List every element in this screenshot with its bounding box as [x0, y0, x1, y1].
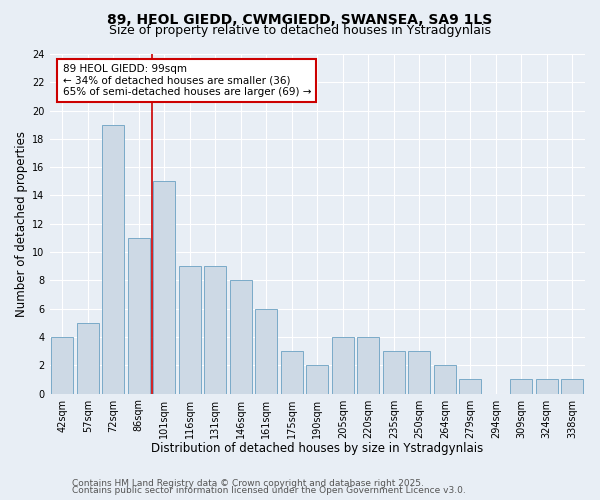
- Bar: [332, 337, 353, 394]
- X-axis label: Distribution of detached houses by size in Ystradgynlais: Distribution of detached houses by size …: [151, 442, 484, 455]
- Bar: [154, 182, 175, 394]
- Bar: [281, 351, 302, 394]
- Bar: [562, 380, 583, 394]
- Text: Contains public sector information licensed under the Open Government Licence v3: Contains public sector information licen…: [72, 486, 466, 495]
- Bar: [434, 366, 455, 394]
- Bar: [128, 238, 149, 394]
- Text: 89 HEOL GIEDD: 99sqm
← 34% of detached houses are smaller (36)
65% of semi-detac: 89 HEOL GIEDD: 99sqm ← 34% of detached h…: [62, 64, 311, 97]
- Bar: [307, 366, 328, 394]
- Bar: [536, 380, 557, 394]
- Y-axis label: Number of detached properties: Number of detached properties: [15, 131, 28, 317]
- Bar: [358, 337, 379, 394]
- Bar: [256, 308, 277, 394]
- Text: 89, HEOL GIEDD, CWMGIEDD, SWANSEA, SA9 1LS: 89, HEOL GIEDD, CWMGIEDD, SWANSEA, SA9 1…: [107, 12, 493, 26]
- Bar: [77, 323, 98, 394]
- Bar: [179, 266, 200, 394]
- Bar: [205, 266, 226, 394]
- Bar: [460, 380, 481, 394]
- Bar: [409, 351, 430, 394]
- Text: Size of property relative to detached houses in Ystradgynlais: Size of property relative to detached ho…: [109, 24, 491, 37]
- Bar: [383, 351, 404, 394]
- Bar: [52, 337, 73, 394]
- Bar: [511, 380, 532, 394]
- Bar: [103, 124, 124, 394]
- Bar: [230, 280, 251, 394]
- Text: Contains HM Land Registry data © Crown copyright and database right 2025.: Contains HM Land Registry data © Crown c…: [72, 478, 424, 488]
